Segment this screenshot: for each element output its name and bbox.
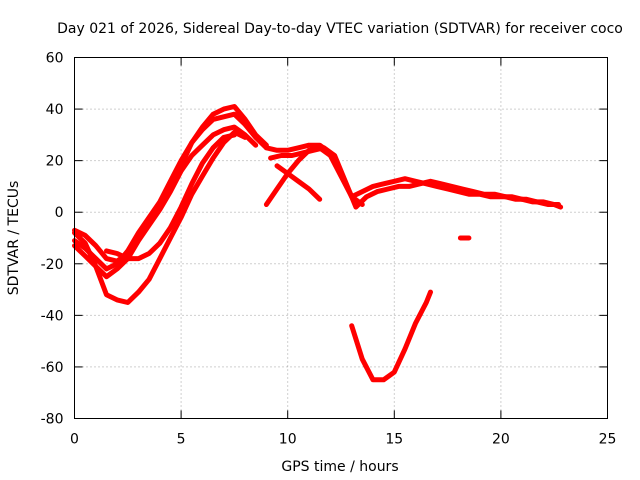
x-tick-label: 0	[70, 432, 79, 448]
series-track-4	[72, 129, 248, 305]
y-tick-label: -80	[41, 412, 64, 428]
y-tick-label: 20	[46, 154, 64, 170]
y-tick-label: 60	[46, 51, 64, 67]
series-track-5	[104, 132, 237, 262]
plot-frame	[74, 57, 608, 419]
y-tick-label: -60	[41, 360, 64, 376]
x-tick-label: 15	[385, 432, 403, 448]
x-tick-label: 10	[279, 432, 297, 448]
axis-ticks: 0 5 10 15 20 25 -80 -60 -40 -20 0 20 40 60	[41, 51, 617, 448]
y-tick-label: 40	[46, 102, 64, 118]
y-tick-label: -40	[41, 308, 64, 324]
series-track-9	[274, 163, 323, 202]
x-axis-label: GPS time / hours	[281, 459, 398, 475]
series-track-2	[72, 111, 269, 272]
series-layer	[72, 104, 564, 383]
y-axis-label: SDTVAR / TECUs	[6, 181, 22, 296]
series-track-7	[268, 145, 561, 210]
x-tick-label: 5	[177, 432, 186, 448]
series-track-8	[263, 145, 365, 207]
series-track-3	[72, 124, 259, 280]
y-tick-label: 0	[55, 205, 64, 221]
x-tick-label: 20	[492, 432, 510, 448]
series-track-10	[349, 289, 433, 383]
x-tick-label: 25	[599, 432, 617, 448]
grid	[74, 57, 608, 419]
y-tick-label: -20	[41, 257, 64, 273]
chart-title: Day 021 of 2026, Sidereal Day-to-day VTE…	[57, 21, 623, 37]
